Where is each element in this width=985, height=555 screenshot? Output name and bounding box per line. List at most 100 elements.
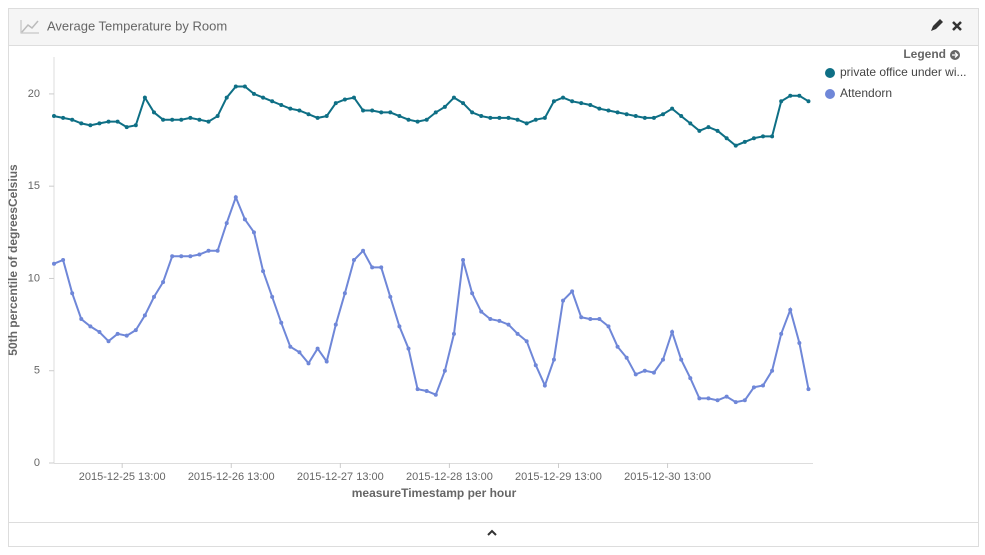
data-point[interactable] bbox=[124, 125, 129, 130]
data-point[interactable] bbox=[142, 95, 147, 100]
data-point[interactable] bbox=[242, 84, 247, 89]
data-point[interactable] bbox=[333, 101, 338, 106]
data-point[interactable] bbox=[261, 269, 266, 274]
data-point[interactable] bbox=[624, 112, 629, 117]
data-point[interactable] bbox=[161, 280, 166, 285]
data-point[interactable] bbox=[461, 258, 466, 262]
data-point[interactable] bbox=[579, 101, 584, 106]
data-point[interactable] bbox=[788, 93, 793, 98]
data-point[interactable] bbox=[297, 108, 302, 113]
data-point[interactable] bbox=[706, 396, 711, 401]
data-point[interactable] bbox=[488, 317, 493, 322]
data-point[interactable] bbox=[770, 134, 775, 139]
data-point[interactable] bbox=[606, 324, 611, 329]
data-point[interactable] bbox=[706, 125, 711, 130]
data-point[interactable] bbox=[397, 114, 402, 119]
data-point[interactable] bbox=[133, 328, 138, 333]
data-point[interactable] bbox=[661, 112, 666, 117]
data-point[interactable] bbox=[624, 355, 629, 360]
data-point[interactable] bbox=[551, 357, 556, 362]
data-point[interactable] bbox=[206, 248, 211, 253]
data-point[interactable] bbox=[633, 114, 638, 119]
data-point[interactable] bbox=[515, 117, 520, 122]
data-point[interactable] bbox=[424, 389, 429, 394]
data-point[interactable] bbox=[533, 117, 538, 122]
data-point[interactable] bbox=[151, 294, 156, 299]
data-point[interactable] bbox=[52, 261, 56, 266]
data-point[interactable] bbox=[197, 252, 202, 257]
data-point[interactable] bbox=[115, 119, 120, 124]
data-point[interactable] bbox=[215, 114, 220, 119]
data-point[interactable] bbox=[415, 119, 420, 124]
data-point[interactable] bbox=[633, 372, 638, 377]
data-point[interactable] bbox=[342, 291, 347, 296]
data-point[interactable] bbox=[151, 110, 156, 115]
data-point[interactable] bbox=[688, 121, 693, 126]
data-point[interactable] bbox=[551, 99, 556, 104]
data-point[interactable] bbox=[88, 324, 93, 329]
data-point[interactable] bbox=[306, 112, 311, 117]
data-point[interactable] bbox=[415, 387, 420, 392]
data-point[interactable] bbox=[161, 117, 166, 122]
legend-swatch[interactable] bbox=[825, 89, 835, 99]
data-point[interactable] bbox=[324, 359, 329, 364]
data-point[interactable] bbox=[661, 357, 666, 362]
data-point[interactable] bbox=[215, 248, 220, 253]
data-point[interactable] bbox=[251, 230, 256, 235]
data-point[interactable] bbox=[388, 110, 393, 115]
data-point[interactable] bbox=[806, 99, 811, 104]
data-point[interactable] bbox=[324, 114, 329, 119]
data-point[interactable] bbox=[179, 117, 184, 122]
data-point[interactable] bbox=[79, 121, 84, 126]
data-point[interactable] bbox=[779, 331, 784, 336]
data-point[interactable] bbox=[270, 294, 275, 299]
data-point[interactable] bbox=[297, 350, 302, 355]
data-point[interactable] bbox=[542, 383, 547, 388]
data-point[interactable] bbox=[597, 317, 602, 322]
data-point[interactable] bbox=[270, 99, 275, 104]
data-point[interactable] bbox=[306, 361, 311, 366]
data-point[interactable] bbox=[279, 102, 284, 107]
data-point[interactable] bbox=[497, 115, 502, 120]
data-point[interactable] bbox=[761, 383, 766, 388]
data-point[interactable] bbox=[342, 97, 347, 102]
data-point[interactable] bbox=[688, 376, 693, 381]
data-point[interactable] bbox=[288, 344, 293, 349]
data-point[interactable] bbox=[188, 254, 193, 259]
data-point[interactable] bbox=[588, 317, 593, 322]
data-point[interactable] bbox=[370, 108, 375, 113]
data-point[interactable] bbox=[379, 110, 384, 115]
data-point[interactable] bbox=[433, 110, 438, 115]
data-point[interactable] bbox=[97, 329, 102, 334]
data-point[interactable] bbox=[333, 322, 338, 327]
close-icon[interactable] bbox=[952, 21, 962, 31]
data-point[interactable] bbox=[442, 104, 447, 109]
data-point[interactable] bbox=[197, 117, 202, 122]
data-point[interactable] bbox=[188, 115, 193, 120]
data-point[interactable] bbox=[315, 346, 320, 351]
data-point[interactable] bbox=[351, 95, 356, 100]
data-point[interactable] bbox=[615, 344, 620, 349]
data-point[interactable] bbox=[715, 398, 720, 403]
data-point[interactable] bbox=[133, 123, 138, 128]
data-point[interactable] bbox=[597, 106, 602, 111]
data-point[interactable] bbox=[670, 329, 675, 334]
data-point[interactable] bbox=[697, 396, 702, 401]
data-point[interactable] bbox=[388, 294, 393, 299]
data-point[interactable] bbox=[761, 134, 766, 139]
data-point[interactable] bbox=[233, 84, 238, 89]
data-point[interactable] bbox=[261, 95, 266, 100]
data-point[interactable] bbox=[570, 289, 575, 294]
data-point[interactable] bbox=[470, 291, 475, 296]
data-point[interactable] bbox=[433, 392, 438, 397]
data-point[interactable] bbox=[124, 333, 129, 338]
data-point[interactable] bbox=[615, 110, 620, 115]
data-point[interactable] bbox=[797, 341, 802, 346]
data-point[interactable] bbox=[224, 221, 229, 226]
legend-swatch[interactable] bbox=[825, 68, 835, 78]
data-point[interactable] bbox=[570, 99, 575, 104]
data-point[interactable] bbox=[115, 331, 120, 336]
data-point[interactable] bbox=[515, 331, 520, 336]
data-point[interactable] bbox=[88, 123, 93, 128]
data-point[interactable] bbox=[561, 95, 566, 100]
